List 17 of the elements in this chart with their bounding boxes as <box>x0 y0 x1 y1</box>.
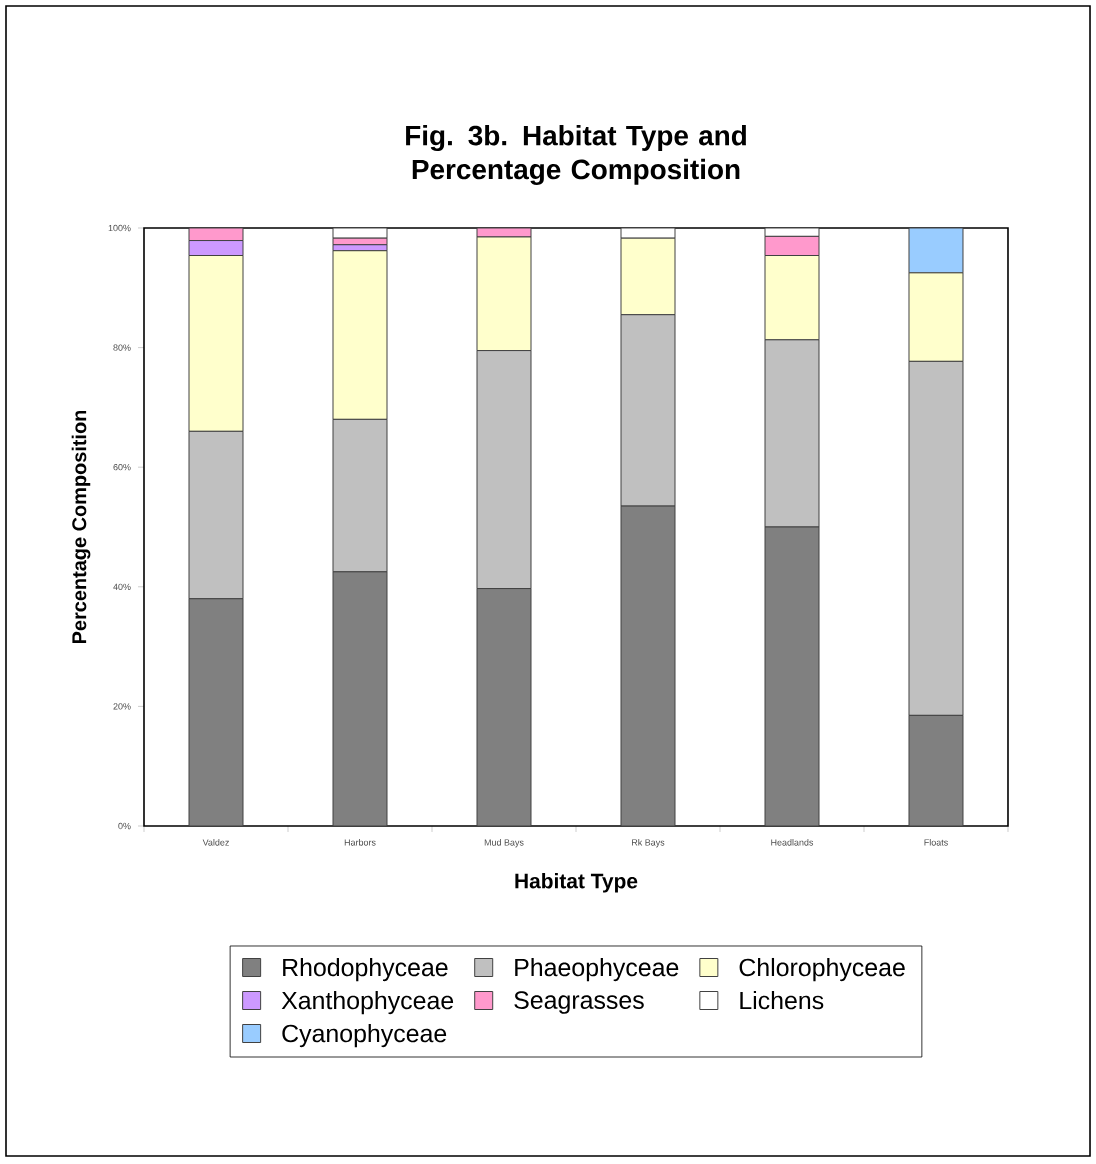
bar <box>188 598 244 826</box>
bar <box>332 227 388 239</box>
legend-label: Rhodophyceae <box>283 957 448 982</box>
x-axis-title: Habitat Type <box>515 873 638 893</box>
bar <box>764 526 820 826</box>
bar <box>476 588 532 826</box>
legend-label: Chlorophyceae <box>739 957 905 982</box>
legend-label: Cyanophyceae <box>282 1023 447 1048</box>
legend-label: Xanthophyceae <box>281 990 454 1015</box>
legend-label: Seagrasses <box>514 991 644 1014</box>
bar <box>908 714 964 826</box>
bar <box>332 571 388 826</box>
legend-label: Lichens <box>740 990 824 1010</box>
chart-title: Fig. 3b. Habitat Type and Percentage Composition <box>406 124 746 185</box>
y-axis-title: Percentage Composition <box>71 410 91 644</box>
bar <box>620 505 676 826</box>
legend-label: Phaeophyceae <box>515 957 679 982</box>
